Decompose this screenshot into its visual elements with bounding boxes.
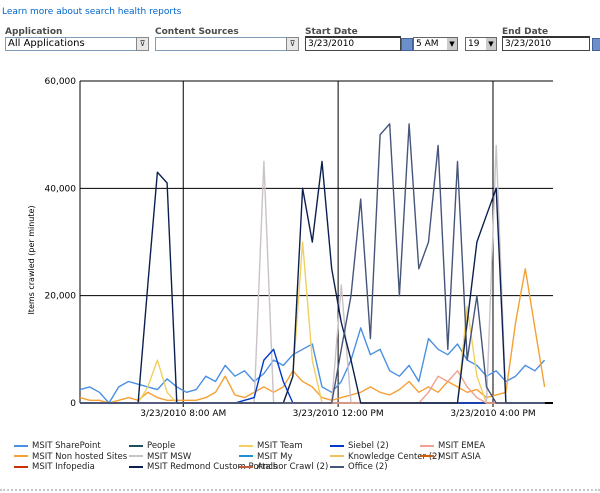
legend-item: MSIT Non hosted Sites bbox=[14, 452, 127, 462]
legend-label: MSIT SharePoint bbox=[32, 441, 101, 451]
y-tick-label: 0 bbox=[70, 399, 76, 409]
legend-item: People bbox=[129, 441, 175, 451]
legend-swatch bbox=[330, 465, 344, 468]
start-hour-select[interactable]: 5 AM ▼ bbox=[413, 37, 458, 51]
legend-label: MSIT Non hosted Sites bbox=[32, 451, 128, 462]
legend-swatch bbox=[14, 455, 28, 457]
legend-swatch bbox=[239, 455, 253, 457]
start-date-input[interactable]: 3/23/2010 bbox=[305, 36, 401, 51]
legend-label: MSIT Redmond Custom Portals bbox=[147, 462, 278, 472]
legend-item: MSIT SharePoint bbox=[14, 441, 101, 451]
legend-label: MSIT ASIA bbox=[438, 451, 481, 462]
content-sources-input[interactable] bbox=[155, 37, 287, 51]
calendar-icon[interactable] bbox=[401, 38, 413, 51]
legend-swatch bbox=[239, 465, 253, 468]
legend-swatch bbox=[420, 455, 434, 457]
chevron-down-icon: ▼ bbox=[447, 38, 457, 50]
application-label: Application bbox=[5, 27, 63, 37]
legend-item: Office (2) bbox=[330, 462, 388, 472]
legend-swatch bbox=[129, 455, 143, 457]
x-tick-label: 3/23/2010 4:00 PM bbox=[450, 409, 535, 419]
legend-swatch bbox=[330, 455, 344, 457]
legend-label: Siebel (2) bbox=[348, 441, 389, 451]
y-tick-label: 20,000 bbox=[45, 292, 77, 302]
start-minute-select[interactable]: 19 ▼ bbox=[465, 37, 497, 51]
legend-label: MSIT My bbox=[257, 451, 293, 462]
series-line-msit-redmond-custom-portals bbox=[80, 160, 545, 404]
legend-label: Anchor Crawl (2) bbox=[257, 462, 329, 472]
legend-swatch bbox=[239, 444, 253, 447]
legend-item: MSIT MSW bbox=[129, 452, 191, 462]
x-tick-label: 3/23/2010 12:00 PM bbox=[293, 409, 384, 419]
start-hour-value: 5 AM bbox=[416, 39, 439, 49]
legend-label: MSIT MSW bbox=[147, 451, 192, 462]
legend-item: MSIT My bbox=[239, 452, 293, 462]
application-input[interactable]: All Applications bbox=[5, 37, 137, 51]
legend-swatch bbox=[129, 444, 143, 447]
legend-label: MSIT Team bbox=[257, 441, 303, 451]
y-axis-label: Items crawled (per minute) bbox=[27, 205, 36, 314]
calendar-icon[interactable] bbox=[592, 38, 600, 51]
series-line-office-2- bbox=[80, 123, 545, 404]
legend-label: MSIT EMEA bbox=[438, 441, 486, 451]
legend-label: Office (2) bbox=[348, 462, 388, 472]
series-line-msit-team bbox=[80, 241, 545, 404]
legend-swatch bbox=[14, 465, 28, 468]
legend-item: MSIT ASIA bbox=[420, 452, 481, 462]
legend-item: MSIT Infopedia bbox=[14, 462, 95, 472]
legend-label: Knowledge Center (2) bbox=[348, 451, 441, 462]
legend-item: Anchor Crawl (2) bbox=[239, 462, 328, 472]
legend-label: MSIT Infopedia bbox=[32, 462, 95, 472]
series-line-msit-non-hosted-sites bbox=[79, 268, 546, 404]
legend-swatch bbox=[14, 444, 28, 447]
y-tick-label: 60,000 bbox=[45, 77, 77, 87]
crawl-rate-chart: 0 20,000 40,000 60,000 3/23/2010 8:00 AM 3/23… bbox=[27, 77, 553, 419]
y-tick-label: 40,000 bbox=[45, 184, 77, 194]
chevron-down-icon: ▼ bbox=[486, 38, 496, 50]
filter-icon[interactable]: ⊽ bbox=[136, 37, 149, 51]
legend-label: People bbox=[147, 441, 176, 451]
legend-item: Siebel (2) bbox=[330, 441, 389, 451]
legend-item: MSIT Redmond Custom Portals bbox=[129, 462, 277, 472]
content-sources-label: Content Sources bbox=[155, 27, 239, 37]
x-tick-label: 3/23/2010 8:00 AM bbox=[140, 409, 226, 419]
end-date-label: End Date bbox=[502, 27, 549, 37]
legend-swatch bbox=[420, 444, 434, 447]
legend-swatch bbox=[129, 465, 143, 468]
search-health-link[interactable]: Learn more about search health reports bbox=[2, 7, 182, 17]
divider bbox=[0, 489, 600, 491]
legend-item: MSIT Team bbox=[239, 441, 303, 451]
legend-item: Knowledge Center (2) bbox=[330, 452, 441, 462]
start-date-label: Start Date bbox=[305, 27, 358, 37]
legend-item: MSIT EMEA bbox=[420, 441, 485, 451]
filter-icon[interactable]: ⊽ bbox=[286, 37, 299, 51]
end-date-input[interactable]: 3/23/2010 bbox=[502, 36, 590, 51]
legend-swatch bbox=[330, 444, 344, 447]
start-minute-value: 19 bbox=[468, 39, 480, 49]
